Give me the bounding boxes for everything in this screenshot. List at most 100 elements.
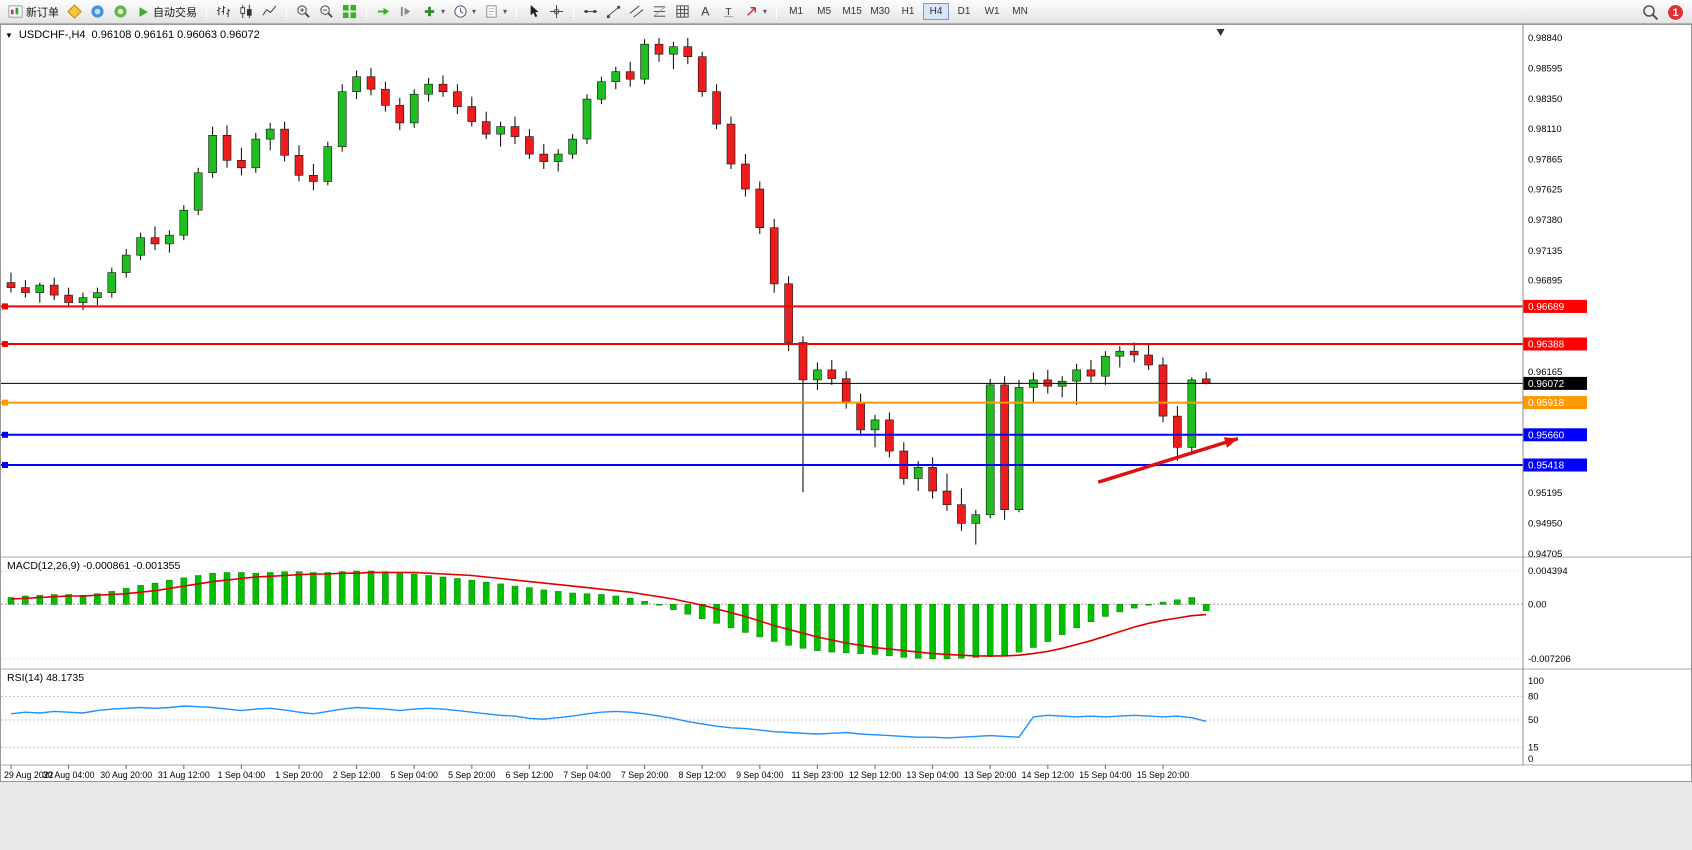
candle-bull [597,81,606,100]
hline-0.96072[interactable]: 0.96072 [1,376,1587,390]
price-tick-label: 0.95195 [1528,488,1562,499]
channel-tool-button[interactable] [625,2,648,22]
price-tag [1523,396,1587,410]
timeframe-group: M1 M5 M15 M30 H1 H4 D1 W1 MN [782,3,1034,20]
periods-button[interactable]: ▾ [449,2,480,22]
macd-histogram-bar [122,588,130,605]
arrows-tool-button[interactable]: ▾ [740,2,771,22]
timeframe-W1[interactable]: W1 [984,6,1000,17]
chart-shift-marker[interactable] [1216,29,1225,36]
macd-histogram-bar [1130,604,1138,609]
macd-histogram-bar [468,579,476,605]
timeframe-MN[interactable]: MN [1012,6,1028,17]
line-chart-mode-button[interactable] [258,2,281,22]
shapes-tool-button[interactable] [671,2,694,22]
candlestick-mode-button[interactable] [235,2,258,22]
macd-histogram-bar [410,573,418,605]
fibonacci-tool-button[interactable] [648,2,671,22]
auto-trading-button[interactable]: 自动交易 [132,2,201,22]
macd-histogram-bar [929,604,936,660]
new-order-button[interactable]: 新订单 [4,2,63,22]
clock-icon [454,5,467,18]
templates-button[interactable]: ▾ [480,2,511,22]
price-tick-label: 0.94950 [1528,518,1562,529]
macd-histogram-bar [655,604,663,606]
macd-histogram-bar [266,572,274,605]
macd-histogram-bar [641,601,648,605]
text-label-tool-button[interactable]: T [717,2,740,22]
candle-bear [654,43,664,55]
chart-shift-icon [400,6,411,17]
macd-histogram-bar [439,576,447,605]
search-icon[interactable] [1642,4,1659,21]
price-tick-label: 0.94705 [1528,549,1562,560]
svg-text:0.96072: 0.96072 [1528,379,1565,390]
auto-trading-label: 自动交易 [153,6,197,19]
fibonacci-icon [653,6,666,17]
hline-0.96388[interactable]: 0.96388 [1,337,1587,351]
community-button[interactable] [109,2,132,22]
auto-scroll-button[interactable] [372,2,395,22]
hline-0.95918[interactable]: 0.95918 [1,396,1587,410]
macd-axis-label: 0.004394 [1528,566,1568,577]
timeframe-M15[interactable]: M15 [842,6,862,17]
line-chart-icon [262,5,277,16]
macd-histogram-bar [281,571,288,605]
hline-0.95660[interactable]: 0.95660 [1,428,1587,442]
notification-badge[interactable]: 1 [1667,3,1684,21]
horizontal-line-tool-button[interactable] [579,2,602,22]
candle-bull [179,209,189,236]
candle-bear [1000,384,1009,510]
timeframe-M1[interactable]: M1 [789,6,804,17]
tile-windows-icon [342,4,357,19]
macd-histogram-bar [1015,604,1023,653]
svg-text:0.95918: 0.95918 [1528,398,1565,409]
macd-histogram-bar [324,572,332,605]
text-tool-button[interactable]: A [694,2,717,22]
trend-arrow-annotation[interactable] [1097,436,1239,484]
market-button[interactable] [86,2,109,22]
macd-histogram-bar [367,570,375,605]
price-tag [1523,428,1587,442]
candle-bear [697,56,707,92]
bar-chart-mode-button[interactable] [212,2,235,22]
shapes-grid-icon [676,5,689,18]
cursor-icon [530,4,539,18]
zoom-out-button[interactable] [315,2,338,22]
macd-histogram-bar [497,583,504,605]
macd-histogram-bar [713,604,720,624]
macd-histogram-bar [727,604,735,629]
indicators-button[interactable]: ▾ [418,2,449,22]
price-axis[interactable]: 0.98840 0.98595 0.98350 0.98110 0.97865 0.976… [1528,33,1562,560]
timeframe-M5[interactable]: M5 [817,6,832,17]
timeframe-H4[interactable]: H4 [923,3,950,20]
price-tag [1523,458,1587,472]
main-toolbar: 新订单 自动交易 [0,0,1692,24]
metaeditor-button[interactable] [63,2,86,22]
auto-trading-play-icon [139,6,148,17]
macd-histogram-bar [482,582,490,605]
chart-shift-button[interactable] [395,2,418,22]
hline-0.95418[interactable]: 0.95418 [1,458,1587,472]
chevron-down-icon: ▾ [441,7,446,16]
toolbar-separator [286,3,287,20]
candle-bull [352,76,361,93]
rsi-line [10,705,1207,739]
auto-scroll-icon [377,7,390,16]
candle-bear [366,76,376,90]
crosshair-tool-button[interactable] [545,2,568,22]
timeframe-D1[interactable]: D1 [957,6,971,17]
timeframe-M30[interactable]: M30 [870,6,890,17]
zoom-in-button[interactable] [292,2,315,22]
hline-0.96689[interactable]: 0.96689 [1,299,1587,313]
timeframe-H1[interactable]: H1 [901,6,915,17]
candle-bear [6,282,16,288]
chart-canvas[interactable]: 0.96689 0.96388 0.96072 0.95918 0.95660 0.954… [1,25,1691,781]
tile-windows-button[interactable] [338,2,361,22]
time-tick-label: 30 Aug 20:00 [100,770,152,780]
cursor-tool-button[interactable] [522,2,545,22]
price-tick-label: 0.97135 [1528,246,1562,257]
trendline-tool-button[interactable] [602,2,625,22]
time-tick-label: 2 Sep 12:00 [333,770,381,780]
